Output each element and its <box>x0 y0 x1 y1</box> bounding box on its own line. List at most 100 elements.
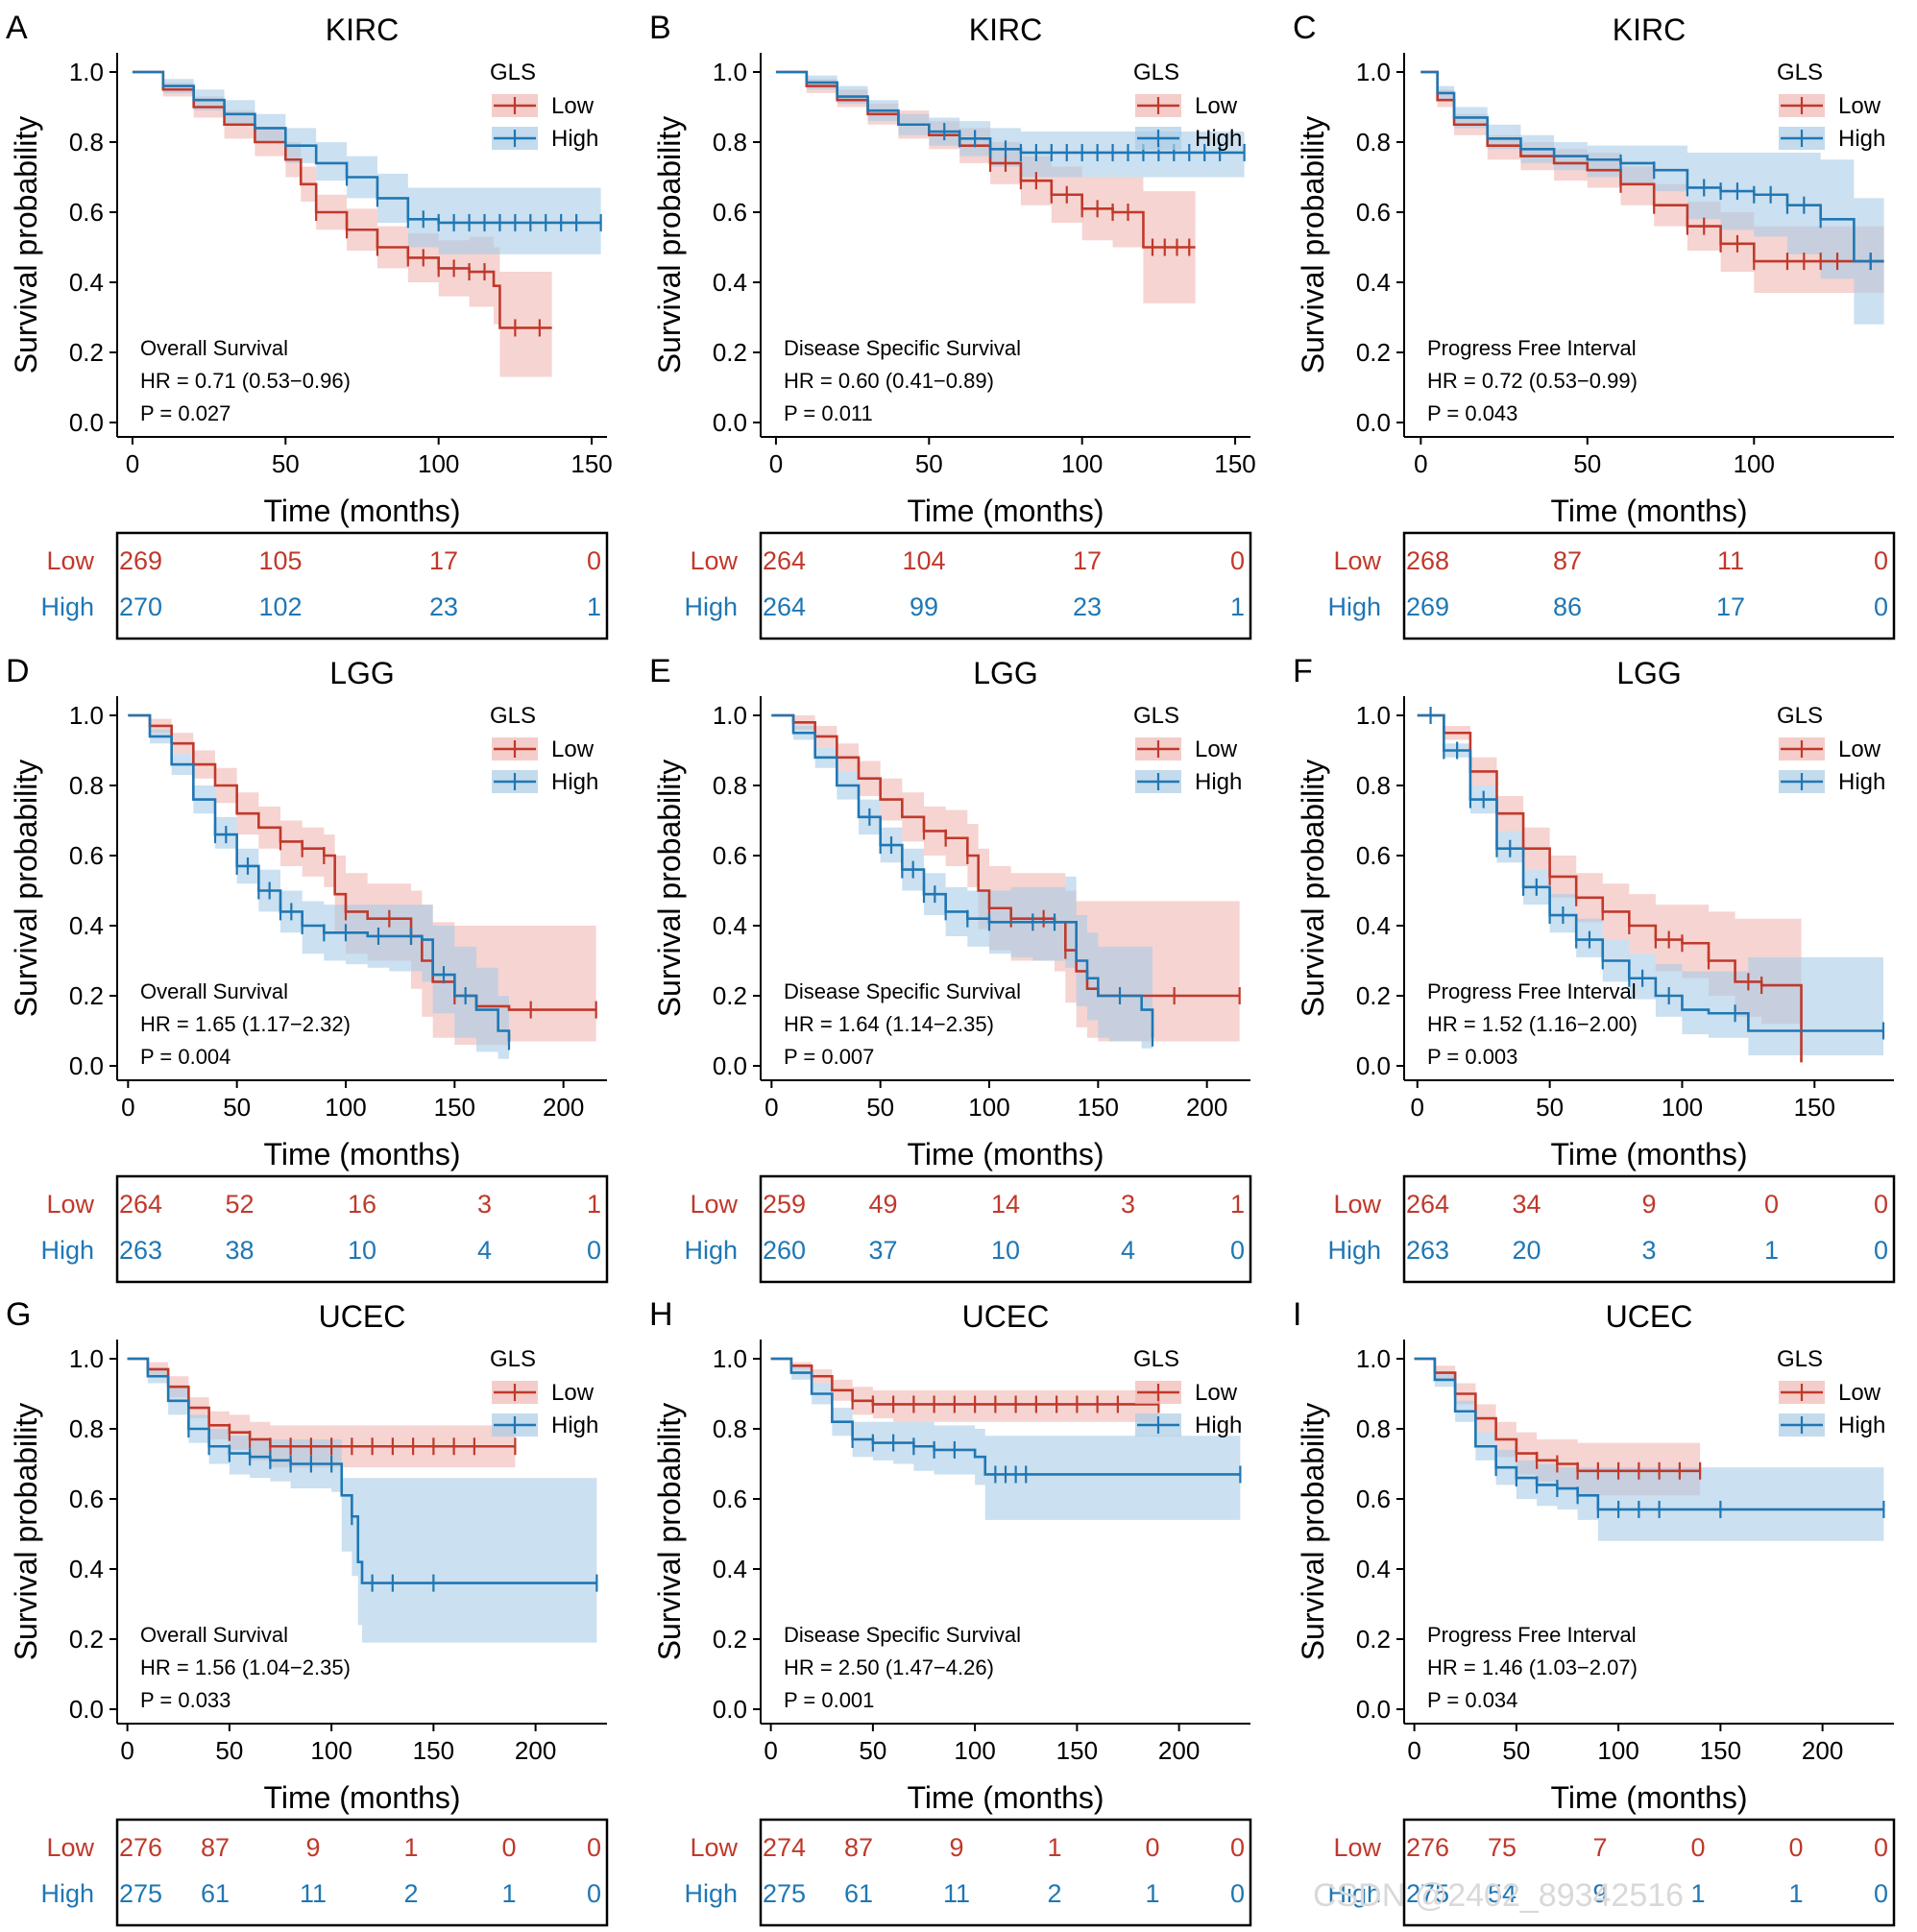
risk-count: 276 <box>119 1833 162 1862</box>
risk-table-border <box>115 1818 609 1927</box>
x-axis-title: Time (months) <box>263 494 460 528</box>
risk-count: 1 <box>1145 1879 1159 1908</box>
legend-label-low: Low <box>551 93 595 119</box>
legend-label-low: Low <box>1838 737 1881 762</box>
legend-title: GLS <box>1777 60 1823 85</box>
panel-title: LGG <box>329 656 395 690</box>
y-tick-label: 0.2 <box>1356 1625 1391 1654</box>
x-tick-label: 150 <box>1794 1093 1835 1122</box>
x-tick-label: 50 <box>1573 449 1601 478</box>
x-tick-label: 100 <box>1662 1093 1703 1122</box>
risk-count: 269 <box>119 546 162 575</box>
legend-label-low: Low <box>1195 93 1238 119</box>
risk-row-label-low: Low <box>1333 1190 1381 1219</box>
y-axis-title: Survival probability <box>9 760 43 1018</box>
x-tick-label: 150 <box>434 1093 475 1122</box>
risk-count: 0 <box>1874 592 1888 621</box>
annotation: Overall Survival HR = 1.56 (1.04−2.35) P =… <box>140 1623 351 1712</box>
risk-count: 105 <box>258 546 302 575</box>
risk-count: 49 <box>868 1190 897 1219</box>
legend-title: GLS <box>1133 60 1179 85</box>
risk-count: 276 <box>1406 1833 1449 1862</box>
y-tick-label: 0.6 <box>1356 841 1391 870</box>
risk-count: 268 <box>1406 546 1449 575</box>
x-tick-label: 50 <box>215 1736 243 1765</box>
panel-letter: B <box>649 10 671 46</box>
risk-count: 0 <box>1874 1236 1888 1265</box>
censor-marks-high <box>1494 1459 1885 1518</box>
legend-label-high: High <box>1195 769 1242 795</box>
y-tick-label: 0.8 <box>1356 771 1391 800</box>
censor-marks-low <box>207 1416 517 1456</box>
risk-row-label-high: High <box>684 592 738 621</box>
risk-count: 1 <box>403 1833 418 1862</box>
ci-band-high <box>128 715 510 1059</box>
risk-count: 263 <box>1406 1236 1449 1265</box>
x-axis-title: Time (months) <box>1550 1137 1747 1171</box>
risk-count: 17 <box>1073 546 1102 575</box>
risk-count: 264 <box>119 1190 162 1219</box>
y-tick-label: 0.0 <box>69 408 104 437</box>
censor-marks-high <box>1619 154 1872 271</box>
annotation: Disease Specific Survival HR = 1.64 (1.14… <box>784 979 1021 1069</box>
panel-letter: A <box>6 10 28 46</box>
y-tick-label: 0.4 <box>69 1555 104 1583</box>
ci-band-high <box>127 1359 597 1643</box>
x-tick-label: 0 <box>769 449 783 478</box>
annotation: Progress Free Interval HR = 1.52 (1.16−2.… <box>1427 979 1638 1069</box>
y-axis-title: Survival probability <box>1296 116 1330 374</box>
legend-title: GLS <box>1777 703 1823 729</box>
censor-marks-low <box>988 154 1191 256</box>
annotation: Overall Survival HR = 0.71 (0.53−0.96) P =… <box>140 336 351 425</box>
legend-label-high: High <box>1195 126 1242 152</box>
risk-count: 1 <box>1690 1879 1705 1908</box>
y-axis-title: Survival probability <box>652 760 687 1018</box>
y-tick-label: 0.2 <box>1356 981 1391 1010</box>
y-tick-label: 0.0 <box>713 1051 747 1080</box>
censor-marks-high <box>851 1430 1242 1484</box>
risk-table-border <box>1402 531 1896 640</box>
risk-count: 61 <box>201 1879 230 1908</box>
risk-count: 0 <box>1230 546 1245 575</box>
confidence-bands <box>770 1359 1241 1520</box>
survival-line-low <box>770 1357 1159 1406</box>
x-tick-label: 150 <box>413 1736 454 1765</box>
x-axis-title: Time (months) <box>1550 494 1747 528</box>
x-tick-label: 0 <box>126 449 139 478</box>
y-tick-label: 0.6 <box>69 198 104 227</box>
risk-count: 1 <box>587 592 601 621</box>
x-axis-title: Time (months) <box>263 1780 460 1815</box>
risk-count: 4 <box>1121 1236 1135 1265</box>
risk-count: 0 <box>1788 1833 1803 1862</box>
legend-title: GLS <box>1777 1346 1823 1372</box>
risk-count: 52 <box>225 1190 254 1219</box>
risk-count: 23 <box>429 592 458 621</box>
x-tick-label: 150 <box>1700 1736 1741 1765</box>
x-tick-label: 0 <box>121 1093 134 1122</box>
risk-table: Low 276 75 7 0 0 0 High 275 54 9 1 1 0 <box>1327 1818 1896 1927</box>
survival-line-low <box>1417 713 1803 1063</box>
y-axis-title: Survival probability <box>1296 1403 1330 1661</box>
risk-count: 259 <box>763 1190 806 1219</box>
risk-count: 0 <box>587 546 601 575</box>
legend: GLS Low High <box>490 60 598 152</box>
x-tick-label: 0 <box>1414 449 1427 478</box>
x-tick-label: 200 <box>1802 1736 1843 1765</box>
y-tick-label: 0.4 <box>1356 268 1391 297</box>
risk-count: 3 <box>477 1190 492 1219</box>
legend-label-high: High <box>551 126 598 152</box>
x-tick-label: 100 <box>310 1736 352 1765</box>
risk-count: 11 <box>300 1879 327 1908</box>
legend-label-high: High <box>1838 126 1885 152</box>
risk-count: 9 <box>1592 1879 1607 1908</box>
annotation: Progress Free Interval HR = 0.72 (0.53−0.… <box>1427 336 1638 425</box>
risk-table: Low 274 87 9 1 0 0 High 275 61 11 2 1 0 <box>684 1818 1252 1927</box>
confidence-bands <box>1420 72 1884 325</box>
x-tick-label: 100 <box>418 449 459 478</box>
km-panel-a: A KIRC 0.0 0.2 0.4 0.6 0.8 1.0 0 50 100 150 Time (mo… <box>6 10 613 640</box>
risk-count: 61 <box>844 1879 873 1908</box>
risk-table-border <box>115 1174 609 1284</box>
legend: GLS Low High <box>490 1346 598 1438</box>
annotation-line: Overall Survival <box>140 979 288 1003</box>
